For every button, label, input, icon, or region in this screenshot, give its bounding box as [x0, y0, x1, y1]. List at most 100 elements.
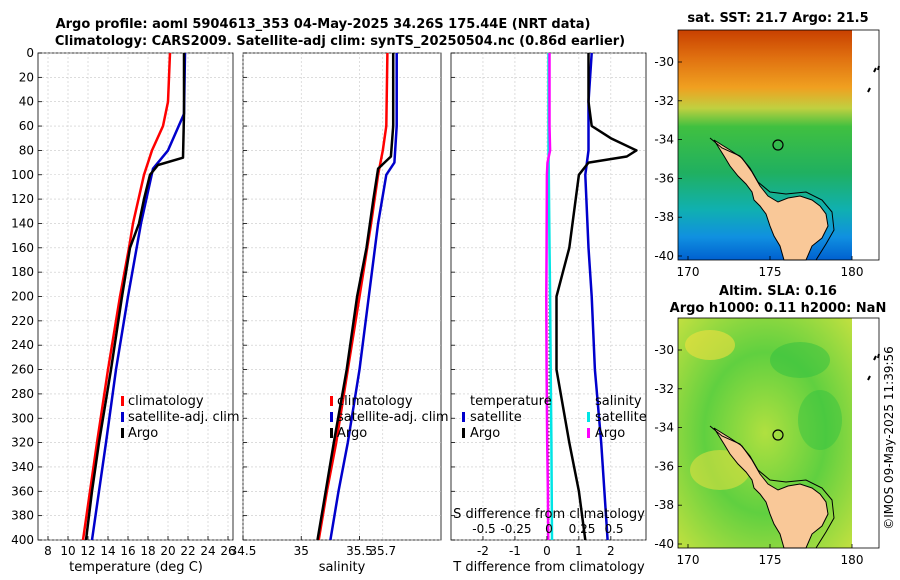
y-tick-label: 140 — [11, 216, 34, 230]
y-tick-label: 180 — [11, 265, 34, 279]
map-lat-label: -30 — [654, 343, 674, 357]
sla-title-line2: Argo h1000: 0.11 h2000: NaN — [670, 301, 887, 316]
y-tick-label: 260 — [11, 363, 34, 377]
figure-title-line1: Argo profile: aoml 5904613_353 04-May-20… — [56, 17, 591, 32]
y-tick-label: 40 — [19, 95, 34, 109]
x2-tick-label: -0.5 — [472, 522, 495, 536]
y-tick-label: 380 — [11, 509, 34, 523]
y-tick-label: 240 — [11, 338, 34, 352]
x-tick-label: 24 — [200, 544, 215, 558]
legend-label: climatology — [337, 394, 413, 409]
legend-swatch — [587, 428, 590, 438]
series-line-salinity-argo — [545, 53, 552, 540]
map-lat-label: -38 — [654, 210, 674, 224]
coast-outline-sst — [709, 137, 835, 261]
series-line-satellite-adj-clim — [329, 53, 398, 540]
x-tick-label: 20 — [160, 544, 175, 558]
legend-label: satellite — [470, 410, 522, 425]
legend-label: satellite-adj. clim — [337, 410, 449, 425]
legend-swatch — [121, 396, 124, 406]
series-line-temperature-satellite — [584, 53, 609, 540]
map-lat-label: -40 — [654, 537, 674, 551]
y-tick-label: 280 — [11, 387, 34, 401]
figure-title-line2: Climatology: CARS2009. Satellite-adj cli… — [55, 34, 625, 49]
series-line-argo — [84, 53, 186, 540]
y-tick-label: 340 — [11, 460, 34, 474]
legend-label: climatology — [128, 394, 204, 409]
legend-swatch — [587, 412, 590, 422]
island-marks-sst — [867, 65, 880, 93]
map-lat-label: -40 — [654, 249, 674, 263]
y-tick-label: 80 — [19, 143, 34, 157]
legend-label: Argo — [470, 426, 500, 441]
x-tick-label: 10 — [60, 544, 75, 558]
y-tick-label: 220 — [11, 314, 34, 328]
map-lat-label: -34 — [654, 421, 674, 435]
x-tick-label: 12 — [80, 544, 95, 558]
timestamp-stamp: ©IMOS 09-May-2025 11:39:56 — [882, 346, 896, 530]
legend-swatch — [330, 428, 333, 438]
x-tick-label: 14 — [100, 544, 115, 558]
map-lon-label: 170 — [677, 265, 700, 279]
series-line-temperature-argo — [555, 53, 638, 540]
temperature-panel: 0 20 40 60 80 100 120 140 160 180 200 220 240 260 280 3… — [11, 46, 240, 575]
x-tick-label: -2 — [477, 544, 489, 558]
map-lon-label: 180 — [841, 265, 864, 279]
x2-tick-label: 0.25 — [569, 522, 596, 536]
y-tick-label: 400 — [11, 533, 34, 547]
legend-label: temperature — [470, 394, 552, 409]
y-tick-label: 120 — [11, 192, 34, 206]
x-tick-label: 2 — [607, 544, 615, 558]
y-tick-label: 320 — [11, 436, 34, 450]
x-tick-label: 0 — [543, 544, 551, 558]
x-tick-label: 35.7 — [369, 544, 396, 558]
map-lat-label: -30 — [654, 55, 674, 69]
coast-outline-sla — [709, 425, 835, 549]
x-tick-label: 18 — [140, 544, 155, 558]
legend-label: salinity — [595, 394, 642, 409]
y-tick-label: 160 — [11, 241, 34, 255]
map-lat-label: -38 — [654, 498, 674, 512]
legend-label: satellite — [595, 410, 647, 425]
x-tick-label: 26 — [220, 544, 235, 558]
x-tick-label: 35 — [294, 544, 309, 558]
y-tick-label: 200 — [11, 290, 34, 304]
temperature-xlabel: temperature (deg C) — [69, 560, 203, 575]
legend-swatch — [462, 428, 465, 438]
legend-swatch — [121, 428, 124, 438]
legend-swatch — [330, 412, 333, 422]
legend-label: Argo — [128, 426, 158, 441]
y-tick-label: 300 — [11, 411, 34, 425]
x-tick-label: 22 — [180, 544, 195, 558]
legend-label: satellite-adj. clim — [128, 410, 240, 425]
island-marks-sla — [867, 353, 880, 381]
sst-title: sat. SST: 21.7 Argo: 21.5 — [687, 11, 868, 26]
x-tick-label: 16 — [120, 544, 135, 558]
legend-label: Argo — [337, 426, 367, 441]
y-tick-label: 20 — [19, 70, 34, 84]
nz-landmass-sst — [713, 139, 829, 261]
legend-label: Argo — [595, 426, 625, 441]
map-lon-label: 175 — [759, 553, 782, 567]
difference-x2label: S difference from climatology — [453, 507, 645, 522]
difference-legend: temperaturesatelliteArgosalinitysatellit… — [462, 394, 647, 441]
map-lat-label: -32 — [654, 382, 674, 396]
sla-title-line1: Altim. SLA: 0.16 — [719, 284, 837, 299]
map-lat-label: -36 — [654, 171, 674, 185]
legend-swatch — [330, 396, 333, 406]
sla-map: Altim. SLA: 0.16 Argo h1000: 0.11 h2000:… — [654, 284, 886, 567]
series-line-climatology — [81, 53, 172, 540]
map-lat-label: -32 — [654, 94, 674, 108]
map-lon-label: 170 — [677, 553, 700, 567]
y-tick-label: 60 — [19, 119, 34, 133]
y-tick-label: 360 — [11, 484, 34, 498]
map-lon-label: 180 — [841, 553, 864, 567]
difference-xlabel: T difference from climatology — [452, 560, 645, 575]
argo-position-marker-sla — [772, 429, 784, 441]
nz-landmass-sla — [713, 427, 829, 549]
map-lon-label: 175 — [759, 265, 782, 279]
sst-map: sat. SST: 21.7 Argo: 21.5 170 175 180 -30 -3… — [654, 11, 880, 279]
